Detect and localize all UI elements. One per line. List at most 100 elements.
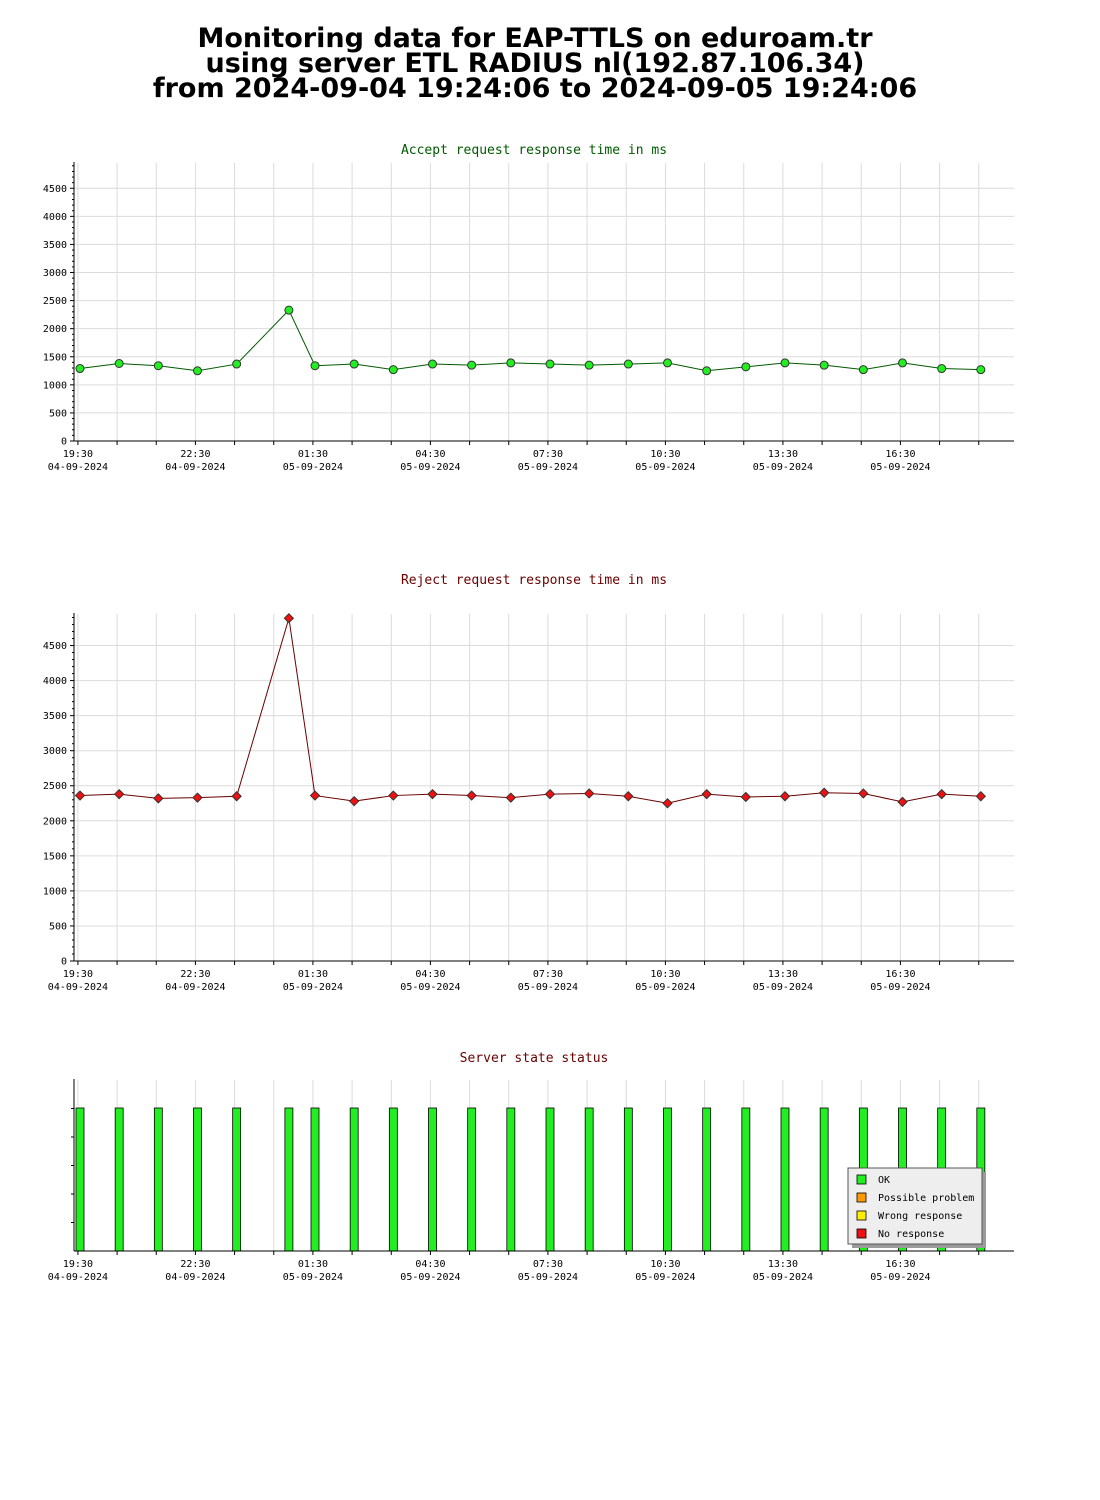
- reject-data-point: [583, 788, 595, 799]
- accept-data-point: [741, 362, 751, 372]
- x-tick-time-label: 07:30: [533, 1259, 563, 1270]
- reject-data-point: [113, 788, 125, 800]
- x-tick-time-label: 01:30: [298, 1259, 328, 1270]
- accept-data-point: [506, 358, 516, 368]
- x-tick-date-label: 05-09-2024: [400, 1272, 460, 1283]
- x-tick-time-label: 04:30: [415, 1259, 445, 1270]
- reject-data-point: [348, 795, 360, 807]
- x-tick-date-label: 05-09-2024: [753, 1272, 813, 1283]
- x-tick-time-label: 07:30: [533, 449, 563, 460]
- accept-data-point: [702, 366, 712, 376]
- accept-data-point: [467, 360, 477, 370]
- x-tick-date-label: 05-09-2024: [400, 982, 460, 993]
- accept-data-point: [976, 365, 986, 375]
- status-bar: [663, 1107, 672, 1252]
- status-bar: [349, 1107, 359, 1252]
- x-tick-date-label: 05-09-2024: [283, 1272, 343, 1283]
- x-tick-time-label: 22:30: [180, 449, 210, 460]
- status-bar: [232, 1107, 242, 1252]
- reject-data-point: [936, 788, 947, 800]
- x-tick-time-label: 01:30: [298, 969, 328, 980]
- accept-data-point: [584, 360, 594, 370]
- x-tick-date-label: 05-09-2024: [518, 462, 578, 473]
- legend-label: OK: [878, 1175, 890, 1186]
- legend-label: Possible problem: [878, 1193, 974, 1204]
- legend-swatch: [856, 1192, 867, 1203]
- x-tick-date-label: 04-09-2024: [165, 462, 225, 473]
- reject-data-point: [505, 792, 517, 803]
- status-bar: [428, 1107, 437, 1252]
- x-tick-time-label: 19:30: [63, 449, 93, 460]
- status-bar: [702, 1107, 712, 1252]
- status-bar: [780, 1107, 790, 1252]
- accept-data-point: [937, 364, 947, 374]
- x-tick-date-label: 05-09-2024: [870, 462, 930, 473]
- reject-chart: Reject request response time in ms 0 500 10…: [43, 573, 1014, 993]
- x-tick-time-label: 22:30: [180, 1259, 210, 1270]
- reject-data-point: [309, 790, 321, 801]
- y-tick-label: 4000: [43, 676, 67, 687]
- accept-data-point: [349, 359, 359, 369]
- x-tick-date-label: 05-09-2024: [870, 1272, 930, 1283]
- status-bar: [75, 1107, 85, 1252]
- legend-swatch: [856, 1174, 867, 1185]
- x-tick-date-label: 05-09-2024: [635, 982, 695, 993]
- accept-chart-title: Accept request response time in ms: [401, 143, 667, 158]
- x-tick-time-label: 19:30: [63, 1259, 93, 1270]
- y-tick-label: 2500: [43, 296, 67, 307]
- accept-data-point: [858, 365, 868, 375]
- reject-data-point: [283, 612, 295, 624]
- y-tick-label: 3000: [43, 746, 67, 757]
- accept-data-point: [545, 359, 555, 369]
- x-tick-date-label: 05-09-2024: [400, 462, 460, 473]
- y-tick-label: 2500: [43, 781, 67, 792]
- y-tick-label: 4000: [43, 212, 67, 223]
- x-tick-date-label: 04-09-2024: [165, 982, 225, 993]
- status-bar: [388, 1107, 398, 1252]
- x-tick-time-label: 16:30: [885, 969, 915, 980]
- page-title: Monitoring data for EAP-TTLS on eduroam.…: [0, 23, 1070, 102]
- status-bar: [114, 1107, 124, 1252]
- accept-data-point: [153, 361, 163, 371]
- x-tick-time-label: 16:30: [885, 449, 915, 460]
- status-bar: [193, 1107, 202, 1252]
- status-bar: [623, 1107, 633, 1252]
- x-tick-time-label: 07:30: [533, 969, 563, 980]
- status-bar: [284, 1107, 294, 1252]
- reject-data-point: [897, 796, 908, 808]
- x-tick-time-label: 19:30: [63, 969, 93, 980]
- accept-data-point: [75, 364, 85, 374]
- legend-swatch: [856, 1228, 867, 1239]
- legend-swatch: [856, 1210, 867, 1221]
- reject-data-point: [231, 791, 242, 802]
- status-legend: OK Possible problem Wrong response No respo…: [847, 1167, 986, 1248]
- reject-data-point: [74, 790, 86, 801]
- page-title-line1: Monitoring data for EAP-TTLS on eduroam.…: [197, 23, 873, 54]
- y-tick-label: 3500: [43, 240, 67, 251]
- status-bar: [545, 1107, 555, 1252]
- y-tick-label: 4500: [43, 641, 67, 652]
- status-bar: [153, 1107, 163, 1252]
- status-bar: [467, 1107, 477, 1252]
- status-bar: [310, 1107, 320, 1252]
- x-tick-date-label: 04-09-2024: [165, 1272, 225, 1283]
- accept-chart: Accept request response time in ms 0 500 10…: [43, 143, 1014, 473]
- x-tick-date-label: 05-09-2024: [518, 1272, 578, 1283]
- reject-data-point: [975, 791, 987, 802]
- y-tick-label: 3500: [43, 711, 67, 722]
- x-tick-time-label: 13:30: [768, 969, 798, 980]
- accept-series-line: [79, 309, 981, 372]
- accept-data-point: [623, 359, 633, 369]
- legend-box: [847, 1167, 983, 1245]
- accept-data-point: [663, 358, 672, 368]
- reject-data-point: [779, 791, 791, 802]
- status-bar: [584, 1107, 594, 1252]
- accept-data-point: [232, 359, 242, 369]
- reject-chart-title: Reject request response time in ms: [401, 573, 667, 588]
- x-tick-date-label: 05-09-2024: [283, 462, 343, 473]
- x-tick-time-label: 04:30: [415, 449, 445, 460]
- reject-data-point: [662, 798, 673, 809]
- x-tick-time-label: 22:30: [180, 969, 210, 980]
- x-tick-time-label: 04:30: [415, 969, 445, 980]
- x-tick-date-label: 05-09-2024: [635, 462, 695, 473]
